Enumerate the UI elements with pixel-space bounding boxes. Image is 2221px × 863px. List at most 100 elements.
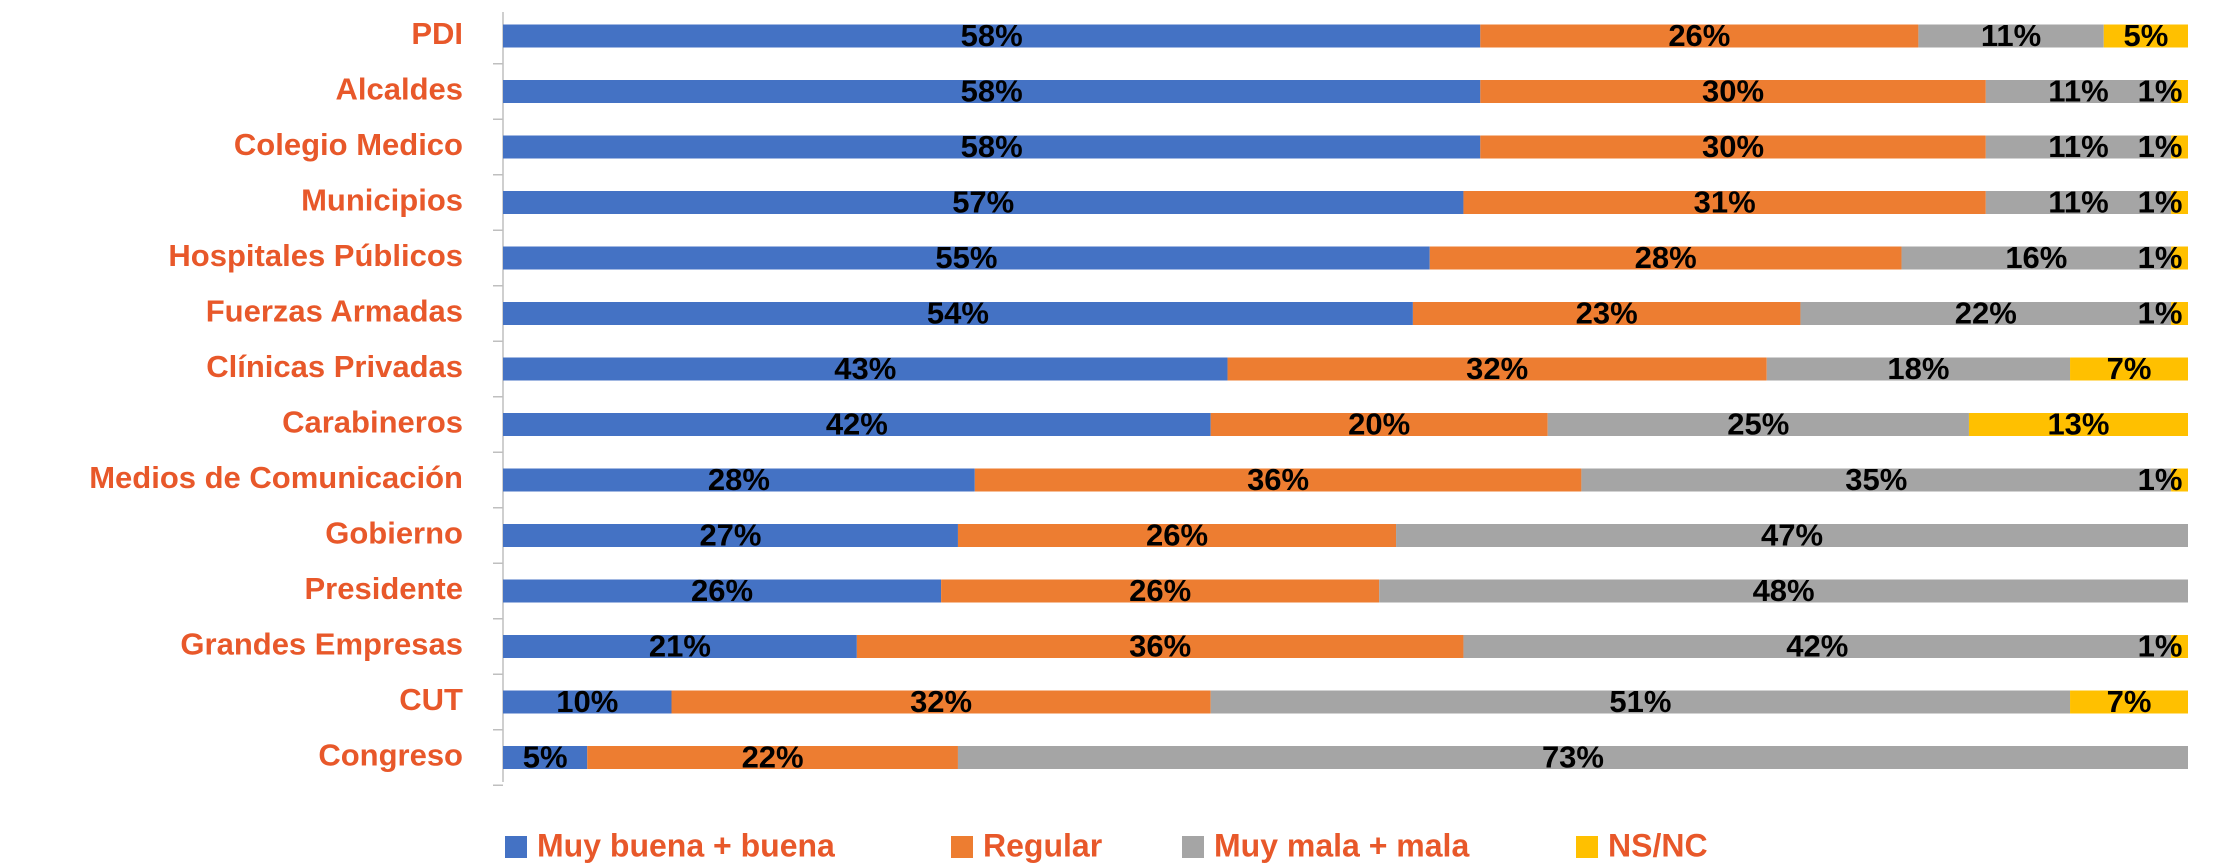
- bar-segment: [2070, 357, 2188, 381]
- bar-segment: [503, 524, 958, 547]
- legend-label: Regular: [983, 827, 1102, 863]
- value-label: 30%: [1702, 129, 1764, 164]
- value-label: 43%: [834, 351, 896, 386]
- bar-segment: [957, 524, 1397, 547]
- category-label: Alcaldes: [335, 72, 463, 107]
- bar-segment: [1918, 24, 2104, 48]
- bar-segment: [503, 635, 857, 658]
- value-label: 35%: [1845, 462, 1907, 497]
- category-label: Grandes Empresas: [180, 627, 463, 662]
- bar-segment: [503, 357, 1228, 381]
- bar-segment: [503, 135, 1481, 159]
- bar-segment: [1412, 302, 1801, 325]
- value-label: 10%: [556, 684, 618, 719]
- value-label: 31%: [1694, 185, 1756, 220]
- value-label: 11%: [2048, 129, 2108, 164]
- value-label: 23%: [1576, 296, 1638, 331]
- bar-segment: [1480, 135, 1986, 159]
- value-label: 58%: [961, 129, 1023, 164]
- value-label: 1%: [2138, 74, 2183, 109]
- value-label: 73%: [1542, 740, 1604, 775]
- bar-segment: [2171, 302, 2188, 325]
- value-label: 1%: [2138, 129, 2183, 164]
- bar-segment: [2171, 246, 2188, 270]
- bar-segment: [503, 468, 975, 492]
- bar-segment: [2171, 135, 2188, 159]
- category-label: Congreso: [318, 738, 463, 773]
- value-label: 1%: [2138, 462, 2183, 497]
- value-label: 58%: [961, 18, 1023, 53]
- bar-segment: [1547, 413, 1969, 436]
- value-label: 1%: [2138, 296, 2183, 331]
- value-label: 1%: [2138, 185, 2183, 220]
- bar-segment: [2171, 80, 2188, 103]
- bar-segment: [2171, 635, 2188, 658]
- bar-segment: [957, 746, 2189, 769]
- value-label: 13%: [2047, 407, 2109, 442]
- value-label: 11%: [2048, 185, 2108, 220]
- value-label: 32%: [1466, 351, 1528, 386]
- value-label: 42%: [826, 407, 888, 442]
- category-label: Presidente: [304, 571, 463, 606]
- bar-segment: [1379, 579, 2188, 603]
- value-label: 7%: [2107, 351, 2152, 386]
- bar-segment: [1480, 80, 1986, 103]
- value-label: 28%: [708, 462, 770, 497]
- legend-swatch: [505, 836, 527, 858]
- value-label: 32%: [910, 684, 972, 719]
- bar-segment: [1581, 468, 2172, 492]
- bar-segment: [2070, 690, 2188, 714]
- bar-segment: [1463, 635, 2172, 658]
- bar-segment: [587, 746, 958, 769]
- value-label: 26%: [1668, 18, 1730, 53]
- bar-segment: [503, 690, 672, 714]
- bar-segment: [1429, 246, 1902, 270]
- bar-segment: [503, 746, 588, 769]
- category-label: Colegio Medico: [234, 127, 463, 162]
- bar-segment: [1985, 80, 2172, 103]
- value-label: 1%: [2138, 629, 2183, 664]
- bar-segment: [856, 635, 1464, 658]
- value-label: 20%: [1348, 407, 1410, 442]
- value-label: 7%: [2107, 684, 2152, 719]
- value-label: 1%: [2138, 240, 2183, 275]
- bar-segment: [1480, 24, 1919, 48]
- bar-segment: [503, 302, 1413, 325]
- value-label: 11%: [1981, 18, 2041, 53]
- value-label: 25%: [1727, 407, 1789, 442]
- bar-segment: [941, 579, 1380, 603]
- value-label: 26%: [1129, 573, 1191, 608]
- value-label: 5%: [523, 740, 568, 775]
- value-label: 27%: [699, 518, 761, 553]
- value-label: 36%: [1247, 462, 1309, 497]
- value-label: 5%: [2123, 18, 2168, 53]
- category-label: Fuerzas Armadas: [206, 294, 463, 329]
- bar-segment: [2171, 468, 2188, 492]
- legend-label: Muy mala + mala: [1214, 827, 1469, 863]
- bar-segment: [503, 24, 1481, 48]
- value-label: 21%: [649, 629, 711, 664]
- value-label: 22%: [742, 740, 804, 775]
- value-label: 57%: [952, 185, 1014, 220]
- category-label: PDI: [411, 16, 463, 51]
- bar-segment: [503, 413, 1211, 436]
- value-label: 26%: [691, 573, 753, 608]
- legend-swatch: [1576, 836, 1598, 858]
- value-label: 28%: [1635, 240, 1697, 275]
- bar-segment: [2103, 24, 2188, 48]
- bar-segment: [1901, 246, 2172, 270]
- category-label: Medios de Comunicación: [89, 460, 463, 495]
- category-label: Gobierno: [325, 516, 463, 551]
- bar-segment: [1227, 357, 1767, 381]
- legend-label: NS/NC: [1608, 827, 1708, 863]
- bar-segment: [503, 579, 942, 603]
- legend-label: Muy buena + buena: [537, 827, 835, 863]
- bar-segment: [503, 191, 1464, 214]
- bar-segment: [1210, 690, 2071, 714]
- value-label: 54%: [927, 296, 989, 331]
- value-label: 51%: [1609, 684, 1671, 719]
- value-label: 36%: [1129, 629, 1191, 664]
- category-label: Municipios: [301, 183, 463, 218]
- bar-segment: [1985, 135, 2172, 159]
